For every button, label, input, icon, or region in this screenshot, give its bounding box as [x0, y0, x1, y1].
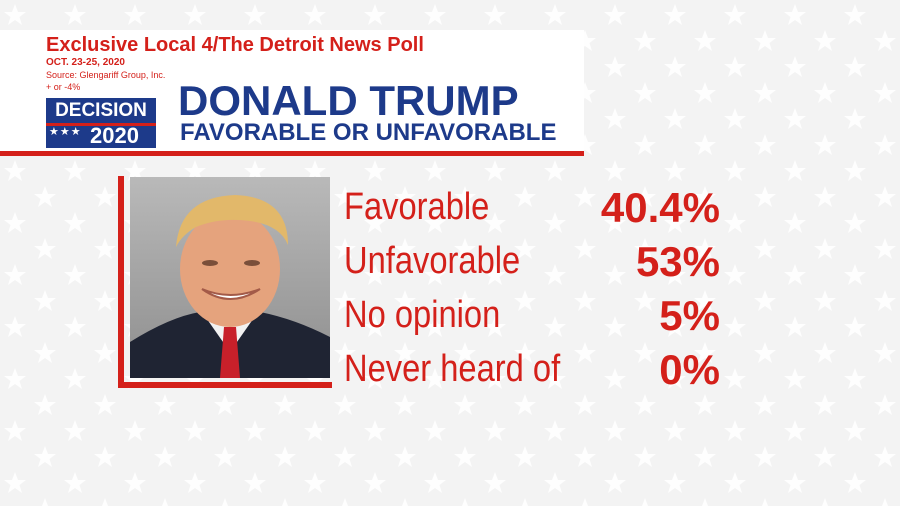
decision-2020-logo: DECISION ★★★ 2020: [46, 98, 156, 148]
row-value: 0%: [659, 346, 720, 393]
row-value: 53%: [635, 238, 720, 285]
poll-dates: OCT. 23-25, 2020: [46, 57, 125, 68]
row-label: No opinion: [344, 294, 501, 336]
chart-subtitle: FAVORABLE OR UNFAVORABLE: [180, 119, 557, 146]
header-divider: [0, 151, 584, 156]
star-icon: ★★★: [49, 126, 82, 138]
photo-frame-bottom: [118, 382, 332, 388]
badge-year-text: 2020: [90, 123, 139, 148]
poll-headline: Exclusive Local 4/The Detroit News Poll: [46, 34, 424, 56]
row-label: Unfavorable: [344, 240, 521, 282]
row-value: 40.4%: [600, 184, 720, 231]
chart-title: DONALD TRUMP: [178, 77, 519, 124]
portrait-photo: [130, 177, 330, 378]
photo-frame-left: [118, 176, 124, 388]
row-label: Never heard of: [344, 348, 561, 390]
poll-source: Source: Glengariff Group, Inc.: [46, 70, 166, 80]
badge-decision-text: DECISION: [55, 100, 147, 121]
margin-of-error: + or -4%: [46, 82, 81, 92]
badge-stripe: [46, 123, 156, 126]
row-value: 5%: [659, 292, 720, 339]
row-label: Favorable: [344, 186, 490, 228]
